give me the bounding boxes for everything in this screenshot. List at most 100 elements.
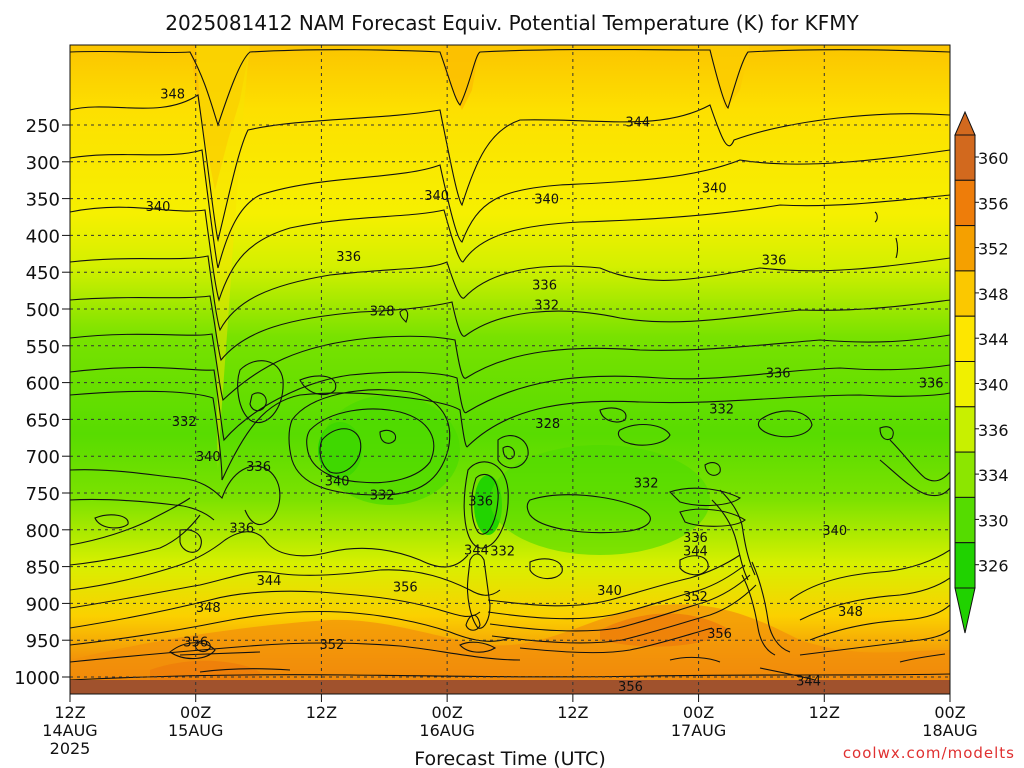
- colorbar-label: 360: [978, 149, 1009, 168]
- contour-label: 340: [534, 193, 559, 208]
- contour-line: [799, 577, 950, 621]
- contour-line: [399, 309, 409, 323]
- contour-line: [757, 410, 813, 438]
- colorbar-label: 334: [978, 466, 1009, 485]
- contour-label: 348: [160, 87, 185, 102]
- y-tick-label: 1000: [14, 668, 60, 689]
- y-tick-label: 400: [26, 226, 60, 247]
- colorbar-swatch: [954, 361, 976, 408]
- contour-line: [319, 428, 362, 474]
- contour-line: [526, 494, 651, 534]
- contour-line: [94, 514, 129, 529]
- contour-line: [70, 255, 950, 332]
- plot-frame: [69, 44, 951, 695]
- colorbar-label: 344: [978, 330, 1009, 349]
- dry-core: [320, 395, 460, 505]
- contour-label: 332: [534, 299, 559, 314]
- contour-line: [668, 487, 742, 507]
- x-axis-label: Forecast Time (UTC): [414, 748, 605, 768]
- credit-text: coolwx.com/modelts: [843, 744, 1015, 762]
- colorbar-swatch: [954, 406, 976, 453]
- contour-line: [466, 553, 491, 629]
- contour-line: [741, 574, 776, 656]
- y-tick-label: 950: [26, 631, 60, 652]
- contour-label: 336: [246, 460, 271, 475]
- contour-line: [299, 375, 337, 396]
- contour-label: 348: [196, 601, 221, 616]
- contour-label: 340: [146, 200, 171, 215]
- dry-core: [490, 445, 710, 555]
- contour-line: [487, 564, 746, 620]
- x-tick-label: 12Z: [809, 703, 840, 722]
- x-tick-label: 15AUG: [168, 721, 223, 740]
- contour-label: 344: [464, 544, 489, 559]
- contour-line: [599, 407, 627, 423]
- gridlines: [70, 45, 950, 694]
- contour-line: [679, 555, 709, 576]
- x-tick-label: 00Z: [683, 703, 714, 722]
- x-tick-label: 14AUG: [42, 721, 97, 740]
- colorbar-swatch: [954, 179, 976, 227]
- y-axis: 250 300 350 400 450 500 550 600 650 700 750 800 850 9…: [14, 116, 70, 689]
- x-tick-label: 18AUG: [922, 721, 977, 740]
- contour-line: [459, 641, 497, 653]
- contour-label: 332: [370, 488, 395, 503]
- contour-line: [306, 408, 435, 484]
- y-tick-label: 450: [26, 263, 60, 284]
- colorbar-swatch: [954, 134, 976, 181]
- x-tick-label: 12Z: [54, 703, 85, 722]
- contour-label: 340: [702, 182, 727, 197]
- colorbar-label: 348: [978, 285, 1009, 304]
- contour-line: [169, 642, 216, 660]
- contour-line: [70, 48, 950, 127]
- contour-line: [879, 426, 894, 441]
- contour-line: [669, 656, 721, 663]
- contour-line: [249, 392, 267, 412]
- colorbar: 360 356 352 348 344 340 336 334 330 326: [954, 110, 1009, 634]
- contour-label: 344: [257, 574, 282, 589]
- x-tick-label: 16AUG: [419, 721, 474, 740]
- y-tick-label: 850: [26, 558, 60, 579]
- x-tick-label: 00Z: [180, 703, 211, 722]
- contour-label: 328: [535, 417, 560, 432]
- contour-line: [70, 497, 191, 546]
- contour-label: 340: [822, 524, 847, 539]
- contour-line: [799, 629, 950, 656]
- contour-label: 352: [319, 638, 344, 653]
- contour-line: [704, 462, 721, 476]
- contour-label: 336: [683, 531, 708, 546]
- y-tick-label: 700: [26, 447, 60, 468]
- contour-line: [194, 640, 211, 653]
- contour-line: [70, 531, 469, 591]
- contour-line: [70, 498, 215, 521]
- contour-line: [874, 211, 878, 223]
- contour-line: [288, 389, 451, 496]
- contour-line: [487, 554, 741, 607]
- contour-line: [70, 149, 950, 269]
- contour-line: [179, 651, 261, 656]
- x-tick-label: 00Z: [431, 703, 462, 722]
- warm-low-level: [600, 613, 730, 647]
- contour-line: [70, 465, 281, 525]
- contour-label: 332: [172, 415, 197, 430]
- contour-line: [70, 642, 521, 663]
- contour-label: 332: [709, 402, 734, 417]
- contour-label: 352: [683, 590, 708, 605]
- warm-plume-upper: [710, 45, 750, 110]
- contour-line: [465, 614, 481, 631]
- contour-label: 336: [229, 522, 254, 537]
- y-tick-label: 900: [26, 594, 60, 615]
- contour-line: [719, 489, 756, 576]
- x-tick-label: 12Z: [306, 703, 337, 722]
- contour-line: [70, 333, 950, 402]
- y-tick-label: 250: [26, 116, 60, 137]
- chart-title: 2025081412 NAM Forecast Equiv. Potential…: [165, 11, 859, 35]
- contour-line: [70, 194, 950, 302]
- contour-line: [711, 499, 749, 581]
- colorbar-swatch: [954, 270, 976, 317]
- x-tick-label: 12Z: [557, 703, 588, 722]
- contour-line: [879, 459, 950, 497]
